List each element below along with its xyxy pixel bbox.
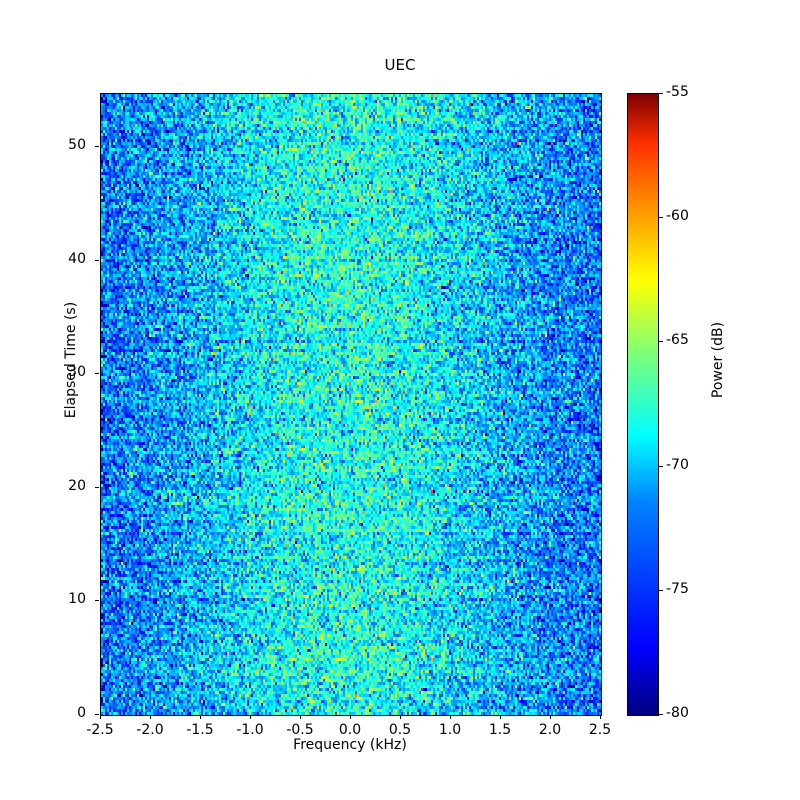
x-tick-mark — [600, 715, 601, 719]
y-tick-label: 0 — [77, 705, 86, 721]
colorbar-tick-mark — [659, 589, 663, 591]
x-tick-label: 1.0 — [438, 722, 462, 738]
colorbar-tick-mark — [659, 341, 663, 343]
colorbar-label: Power (dB) — [710, 321, 726, 399]
y-tick-label: 10 — [68, 591, 86, 608]
y-tick-mark — [95, 600, 99, 602]
spectrogram-plot-area — [100, 93, 602, 716]
x-tick-mark — [450, 715, 451, 719]
spectrogram-image — [101, 94, 601, 715]
x-tick-label: -1.0 — [236, 722, 264, 738]
x-tick-mark — [550, 715, 551, 719]
x-tick-label: -1.5 — [186, 722, 214, 738]
x-tick-label: -2.5 — [86, 722, 114, 738]
x-tick-mark — [200, 715, 201, 719]
x-axis-label: Frequency (kHz) — [293, 737, 407, 753]
colorbar-tick-mark — [659, 465, 663, 467]
colorbar-gradient — [628, 94, 658, 715]
x-tick-mark — [400, 715, 401, 719]
colorbar-tick-label: -70 — [666, 456, 689, 473]
colorbar-tick-mark — [659, 714, 663, 715]
x-tick-mark — [250, 715, 251, 719]
y-axis-label: Elapsed Time (s) — [63, 301, 79, 419]
x-tick-label: 0.0 — [338, 722, 362, 738]
colorbar-tick-label: -65 — [666, 332, 689, 349]
x-tick-mark — [350, 715, 351, 719]
y-tick-label: 30 — [68, 364, 86, 381]
x-tick-mark — [150, 715, 151, 719]
y-tick-mark — [95, 146, 99, 148]
x-tick-label: 1.5 — [488, 722, 512, 738]
y-tick-label: 40 — [68, 250, 86, 267]
colorbar-tick-label: -60 — [666, 208, 689, 225]
y-tick-mark — [95, 486, 99, 488]
y-tick-mark — [95, 259, 99, 261]
title-line-station: UEC — [384, 56, 416, 74]
x-tick-label: -2.0 — [136, 722, 164, 738]
x-tick-label: 0.5 — [388, 722, 412, 738]
colorbar-tick-label: -80 — [666, 705, 689, 721]
y-tick-mark — [95, 714, 99, 715]
x-tick-mark — [300, 715, 301, 719]
x-tick-label: 2.5 — [588, 722, 612, 738]
x-tick-label: 2.0 — [538, 722, 562, 738]
colorbar — [627, 93, 659, 716]
x-tick-mark — [500, 715, 501, 719]
y-tick-label: 20 — [68, 477, 86, 494]
colorbar-tick-mark — [659, 93, 663, 94]
x-tick-mark — [100, 715, 101, 719]
y-tick-mark — [95, 373, 99, 375]
colorbar-tick-mark — [659, 217, 663, 219]
x-tick-label: -0.5 — [286, 722, 314, 738]
colorbar-tick-label: -75 — [666, 580, 689, 597]
colorbar-tick-label: -55 — [666, 84, 689, 100]
y-tick-label: 50 — [68, 137, 86, 154]
